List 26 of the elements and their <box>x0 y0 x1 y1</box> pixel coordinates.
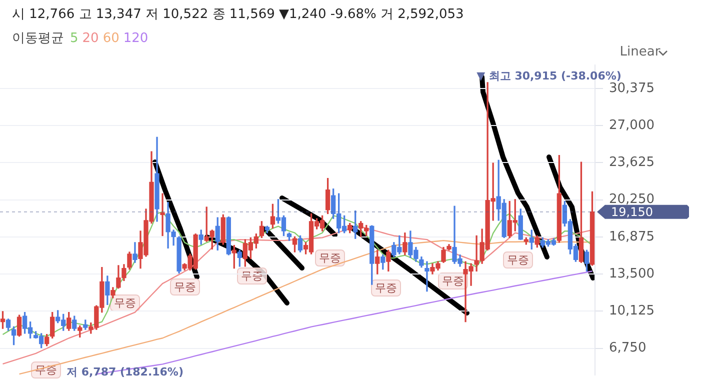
annotation: 무증 <box>371 280 401 296</box>
y-tick-label: 10,125 <box>609 304 654 318</box>
y-tick-label: 16,875 <box>609 229 654 244</box>
annotation: 저 6,787 (182.16%) <box>66 364 184 380</box>
y-tick-label: 13,500 <box>609 266 654 282</box>
candlestick <box>424 261 430 292</box>
legend-title: 이동평균 <box>12 31 64 46</box>
y-tick-label: 23,625 <box>609 155 654 170</box>
annotation: 무증 <box>438 272 468 290</box>
ref-line-label: 19,150 <box>611 204 653 219</box>
text: 20 <box>82 31 99 46</box>
text: 60 <box>102 31 120 46</box>
text: 120 <box>123 31 148 46</box>
text: 5 <box>70 31 78 46</box>
annotation: 무증 <box>170 278 200 296</box>
chart-subtitle: 시 12,766 고 13,347 저 10,522 종 11,569 ▼1,240 -9.68% 거 2,592,053 <box>12 6 464 23</box>
annotation: ▼ 최고 30,915 (-38.06%) <box>476 68 622 82</box>
annotation: 무증 <box>110 294 140 312</box>
y-tick-label: 6,750 <box>609 340 646 356</box>
y-tick-label: 30,375 <box>609 80 654 96</box>
y-tick-label: 27,000 <box>609 118 654 133</box>
text: Linear <box>620 44 660 60</box>
candlestick <box>160 193 165 236</box>
annotation: 무증 <box>315 250 345 266</box>
annotation: 무증 <box>503 252 533 268</box>
y-tick-label: 20,250 <box>609 192 654 208</box>
